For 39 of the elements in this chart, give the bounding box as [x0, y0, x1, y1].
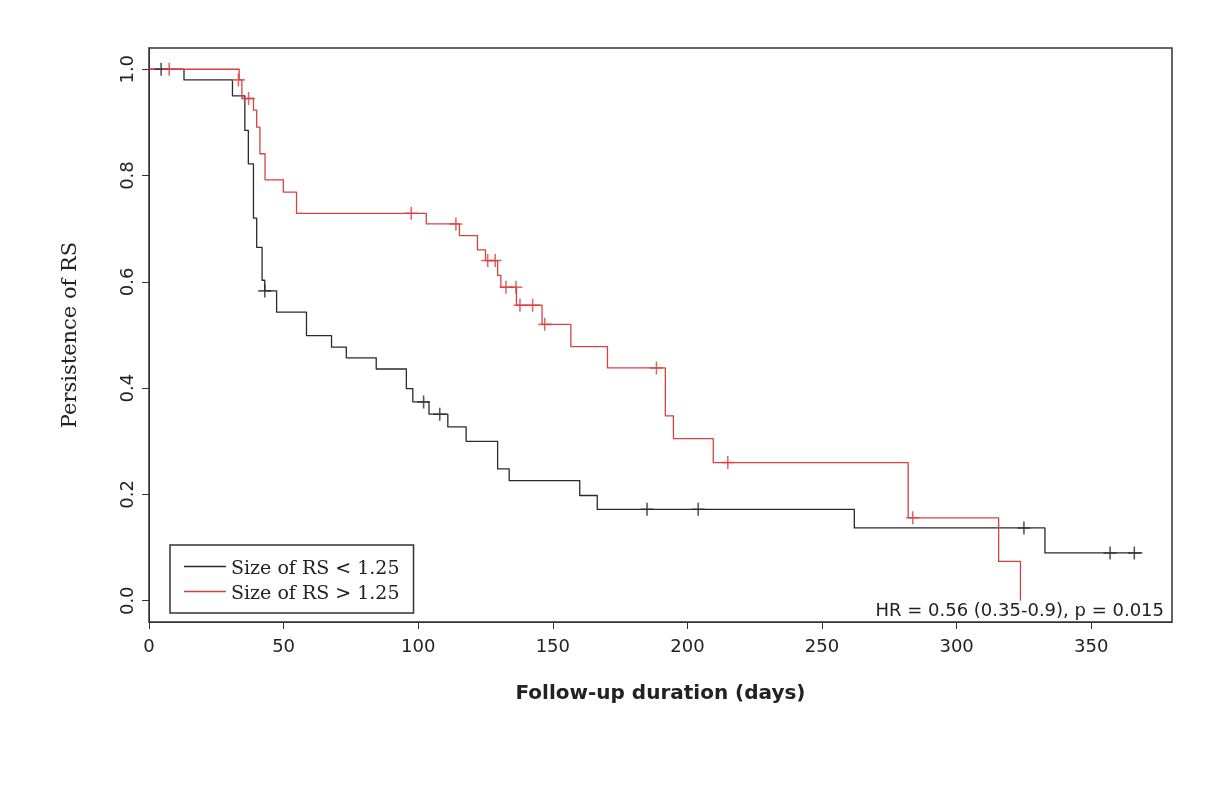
x-tick-label: 250 — [804, 634, 840, 656]
point — [449, 217, 463, 231]
point — [258, 284, 272, 298]
legend-label: Size of RS < 1.25 — [231, 555, 400, 578]
point — [906, 511, 920, 525]
y-axis-title: Persistence of RS — [56, 241, 81, 429]
point — [721, 456, 735, 470]
point — [509, 280, 523, 294]
point — [488, 254, 502, 268]
point — [162, 62, 176, 76]
point — [513, 298, 527, 312]
point — [404, 206, 418, 220]
x-tick-label: 100 — [401, 634, 436, 656]
x-tick-label: 200 — [670, 634, 705, 656]
x-tick-label: 50 — [272, 634, 296, 656]
y-tick-label: 0.2 — [115, 480, 137, 509]
y-tick-label: 0.8 — [115, 161, 137, 190]
legend-label: Size of RS > 1.25 — [231, 580, 400, 603]
point — [231, 73, 245, 87]
point — [1127, 546, 1141, 560]
y-tick-label: 0.4 — [115, 373, 137, 403]
x-axis-title: Follow-up duration (days) — [515, 680, 806, 704]
point — [691, 502, 705, 516]
x-tick-label: 300 — [939, 634, 974, 656]
point — [526, 298, 540, 312]
y-tick-label: 0.6 — [115, 267, 137, 297]
point — [649, 361, 663, 375]
point — [640, 502, 654, 516]
x-tick-label: 0 — [143, 634, 155, 656]
x-tick-label: 150 — [535, 634, 570, 656]
point — [433, 407, 447, 421]
point — [1103, 546, 1117, 560]
y-tick-label: 0.0 — [115, 586, 137, 616]
point — [1017, 521, 1031, 535]
annotation: HR = 0.56 (0.35-0.9), p = 0.015 — [875, 598, 1165, 620]
point — [538, 317, 552, 331]
y-tick-label: 1.0 — [115, 54, 137, 84]
x-tick-label: 350 — [1074, 634, 1109, 656]
point — [417, 395, 431, 409]
